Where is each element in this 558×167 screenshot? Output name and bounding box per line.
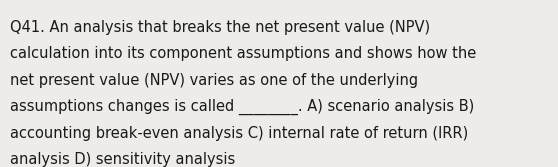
Text: Q41. An analysis that breaks the net present value (NPV): Q41. An analysis that breaks the net pre… xyxy=(10,20,430,35)
Text: net present value (NPV) varies as one of the underlying: net present value (NPV) varies as one of… xyxy=(10,73,418,88)
Text: assumptions changes is called ________. A) scenario analysis B): assumptions changes is called ________. … xyxy=(10,99,474,115)
Text: calculation into its component assumptions and shows how the: calculation into its component assumptio… xyxy=(10,46,477,61)
Text: analysis D) sensitivity analysis: analysis D) sensitivity analysis xyxy=(10,152,235,167)
Text: accounting break-even analysis C) internal rate of return (IRR): accounting break-even analysis C) intern… xyxy=(10,126,468,141)
